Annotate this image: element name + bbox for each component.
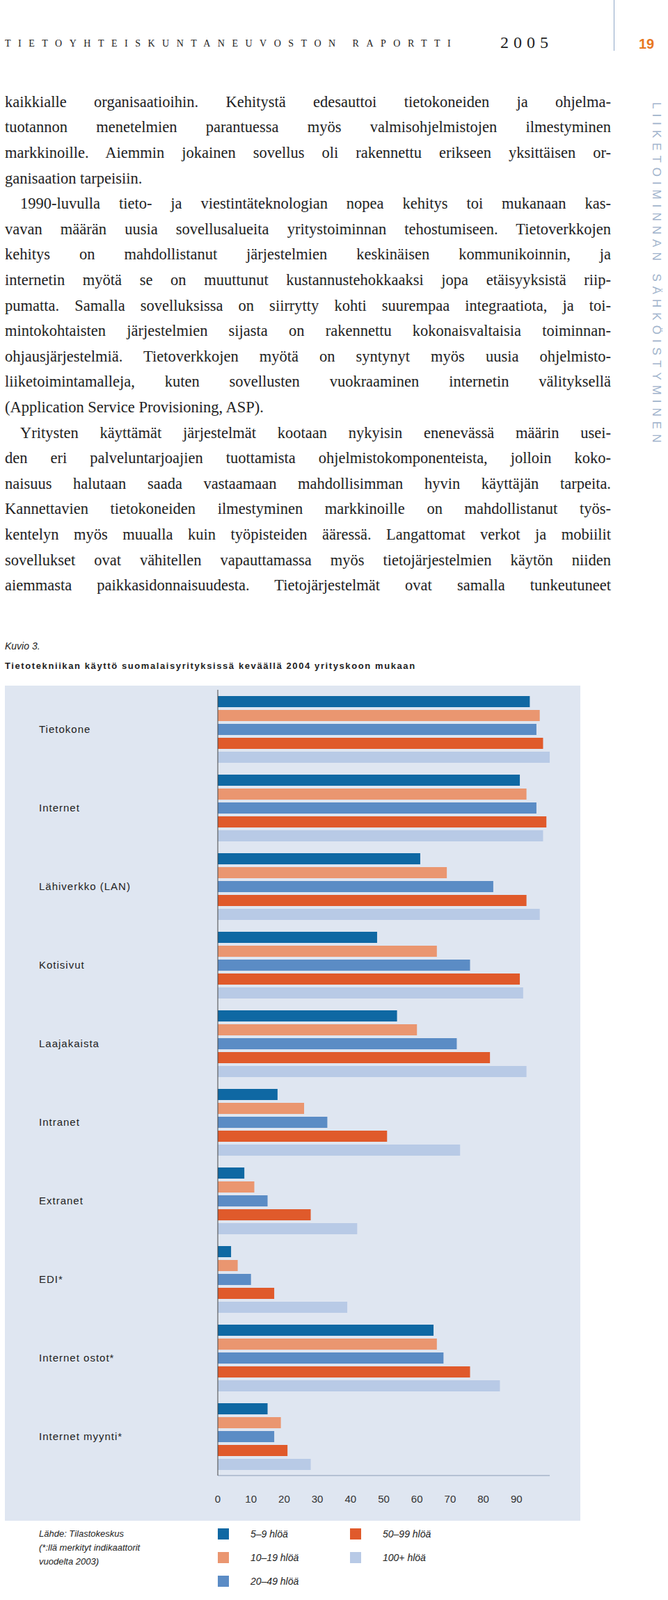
svg-text:Tietokone: Tietokone <box>38 723 91 736</box>
html-text:aiemmasta paikkasidonnaisuudes: aiemmasta paikkasidonnaisuudesta. Tietoj… <box>4 576 611 595</box>
html-text:50–99 hlöä: 50–99 hlöä <box>382 1529 431 1541</box>
svg-text:Kotisivut: Kotisivut <box>38 959 85 972</box>
html-text:kaikkialle organisaatioihin. K: kaikkialle organisaatioihin. Kehitystä e… <box>4 93 611 111</box>
svg-text:Extranet: Extranet <box>38 1195 84 1208</box>
html-text:19: 19 <box>638 36 655 52</box>
html-text:Yritysten käyttämät järjestelm: Yritysten käyttämät järjestelmät kootaan… <box>20 424 611 442</box>
svg-text:0: 0 <box>215 1493 221 1506</box>
html-text:naisuus halutaan saada vastaam: naisuus halutaan saada vastaamaan mahdol… <box>4 475 611 493</box>
svg-text:10: 10 <box>244 1493 257 1506</box>
svg-text:40: 40 <box>344 1493 357 1506</box>
html-text:Kuvio 3.: Kuvio 3. <box>4 640 41 652</box>
html-text:Kannettavien tietokoneiden ilm: Kannettavien tietokoneiden ilmestyminen … <box>4 500 611 518</box>
html-text:pumatta. Samalla sovelluksissa: pumatta. Samalla sovelluksissa on siirry… <box>4 296 611 315</box>
html-text:TIETOYHTEISKUNTANEUVOSTON RAPO: TIETOYHTEISKUNTANEUVOSTON RAPORTTI <box>4 38 458 49</box>
html-text:20–49 hlöä: 20–49 hlöä <box>250 1576 299 1588</box>
html-text:ganisaation tarpeisiin.: ganisaation tarpeisiin. <box>4 169 143 187</box>
svg-text:70: 70 <box>444 1493 457 1506</box>
svg-text:60: 60 <box>411 1493 424 1506</box>
html-text:100+ hlöä: 100+ hlöä <box>382 1553 426 1565</box>
html-text:sovellukset ovat vähitellen va: sovellukset ovat vähitellen vapauttamass… <box>4 551 611 569</box>
svg-text:Lähiverkko (LAN): Lähiverkko (LAN) <box>38 880 131 893</box>
html-text:internetin myötä se on muuttun: internetin myötä se on muuttunut kustann… <box>4 271 611 289</box>
html-text:(Application Service Provision: (Application Service Provisioning, ASP). <box>4 398 264 417</box>
svg-text:Internet: Internet <box>38 802 81 815</box>
html-text:liiketoimintamalleja, kuten so: liiketoimintamalleja, kuten sovellusten … <box>4 373 611 391</box>
html-text:Tietotekniikan käyttö suomalai: Tietotekniikan käyttö suomalaisyrityksis… <box>4 661 416 672</box>
html-text:2005: 2005 <box>500 33 554 52</box>
html-text:kehitys on mahdollistanut järj: kehitys on mahdollistanut järjestelmien … <box>4 245 611 264</box>
svg-text:Intranet: Intranet <box>38 1116 81 1129</box>
svg-text:50: 50 <box>377 1493 390 1506</box>
html-text:ohjausjärjestelmiä. Tietoverkk: ohjausjärjestelmiä. Tietoverkkojen myötä… <box>4 347 611 366</box>
svg-text:20: 20 <box>278 1493 291 1506</box>
html-text:1990-luvulla tieto- ja viestin: 1990-luvulla tieto- ja viestintäteknolog… <box>20 194 611 213</box>
html-text:10–19 hlöä: 10–19 hlöä <box>250 1553 299 1565</box>
html-text:vavan määrän uusia sovellusalu: vavan määrän uusia sovellusalueita yrity… <box>4 220 611 238</box>
html-text:vuodelta 2003): vuodelta 2003) <box>38 1557 99 1568</box>
html-text:Lähde: Tilastokeskus: Lähde: Tilastokeskus <box>38 1529 124 1540</box>
html-text:tuotannon menetelmien parantue: tuotannon menetelmien parantuessa myös v… <box>4 118 611 136</box>
html-text:den eri palveluntarjoajien tuo: den eri palveluntarjoajien tuottamista o… <box>4 449 611 467</box>
svg-text:Internet ostot*: Internet ostot* <box>38 1352 115 1365</box>
svg-text:Laajakaista: Laajakaista <box>38 1038 100 1051</box>
svg-text:30: 30 <box>311 1493 324 1506</box>
html-text:(*:llä merkityt indikaattorit: (*:llä merkityt indikaattorit <box>38 1543 141 1554</box>
svg-text:90: 90 <box>510 1493 523 1506</box>
html-text:mintokohtaisten järjestelmien: mintokohtaisten järjestelmien sijasta on… <box>4 322 611 340</box>
html-text:kentelyn myös muualla kuin työ: kentelyn myös muualla kuin työpisteiden … <box>4 525 611 544</box>
svg-text:EDI*: EDI* <box>38 1274 64 1286</box>
html-text:5–9 hlöä: 5–9 hlöä <box>250 1529 288 1541</box>
html-text:markkinoille. Aiemmin jokainen: markkinoille. Aiemmin jokainen sovellus … <box>4 143 611 162</box>
html-text:LIIKETOIMINNAN SÄHKÖISTYMINEN: LIIKETOIMINNAN SÄHKÖISTYMINEN <box>649 102 664 448</box>
svg-text:80: 80 <box>477 1493 490 1506</box>
svg-text:Internet myynti*: Internet myynti* <box>38 1431 123 1444</box>
